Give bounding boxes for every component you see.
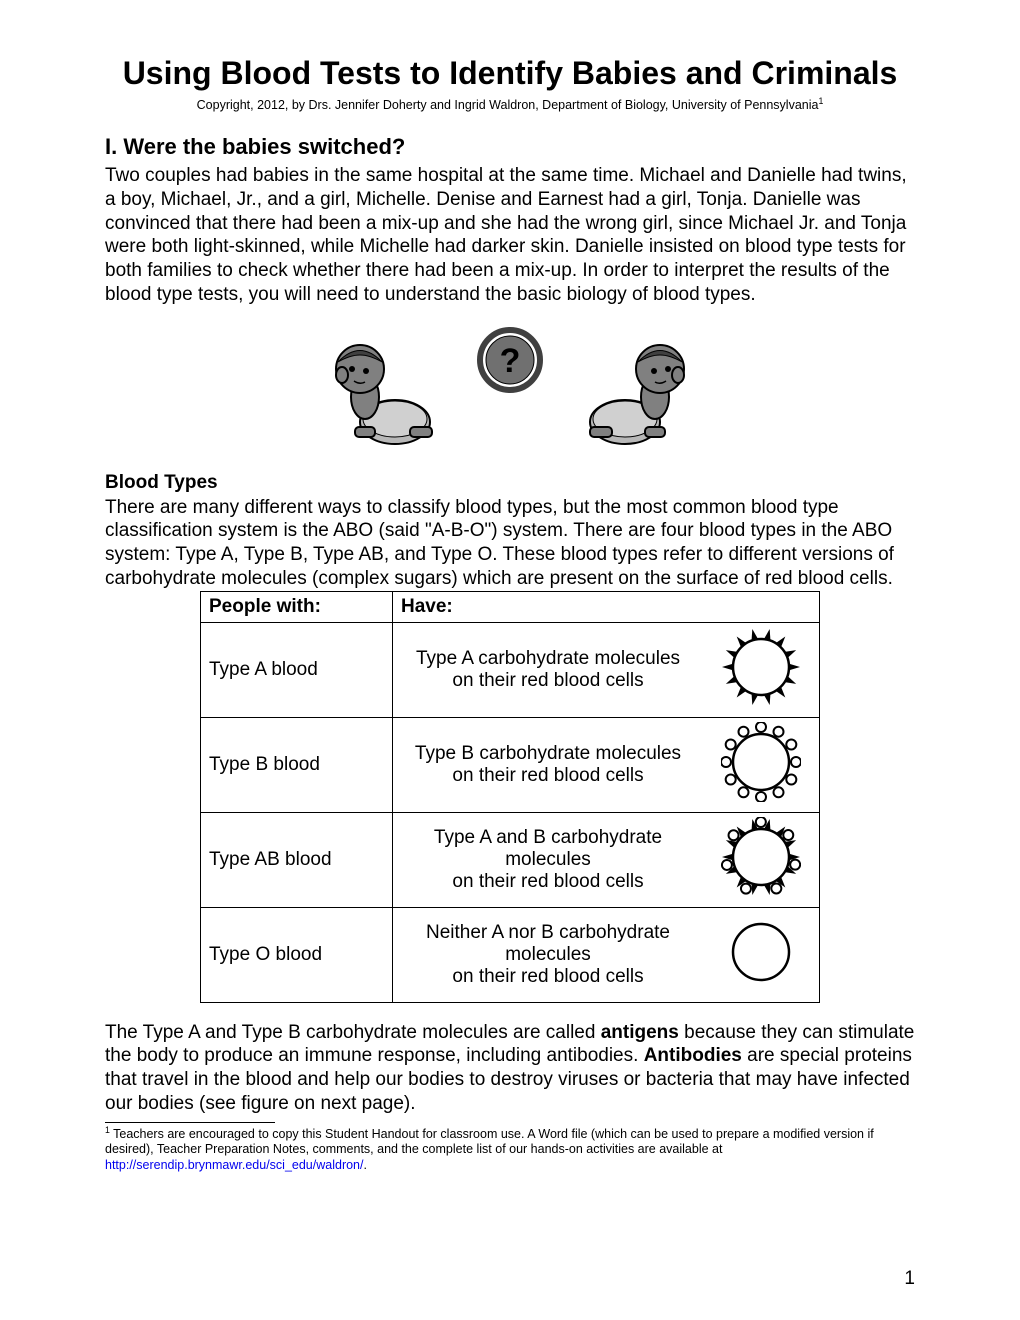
footnote-text: 1 Teachers are encouraged to copy this S… xyxy=(105,1125,915,1174)
footnote-end: . xyxy=(363,1158,366,1172)
people-cell: Type AB blood xyxy=(201,812,393,907)
closing-text-1: The Type A and Type B carbohydrate molec… xyxy=(105,1022,601,1043)
section-1-paragraph: Two couples had babies in the same hospi… xyxy=(105,164,915,307)
have-cell: Type B carbohydrate moleculeson their re… xyxy=(393,717,704,812)
blood-types-subheading: Blood Types xyxy=(105,472,915,494)
blood-types-intro: There are many different ways to classif… xyxy=(105,496,915,591)
copyright-line: Copyright, 2012, by Drs. Jennifer Dohert… xyxy=(105,96,915,112)
have-cell: Neither A nor B carbohydrate moleculeson… xyxy=(393,907,704,1002)
footnote-ref: 1 xyxy=(818,96,823,106)
header-people: People with: xyxy=(201,591,393,622)
page-title: Using Blood Tests to Identify Babies and… xyxy=(105,55,915,92)
table-row: Type AB blood Type A and B carbohydrate … xyxy=(201,812,820,907)
table-row: Type B blood Type B carbohydrate molecul… xyxy=(201,717,820,812)
antibodies-bold: Antibodies xyxy=(644,1045,742,1066)
blood-cell-a-icon xyxy=(721,627,801,707)
page-number: 1 xyxy=(904,1268,915,1290)
svg-text:?: ? xyxy=(500,342,521,380)
blood-cell-b-icon xyxy=(721,722,801,802)
document-page: Using Blood Tests to Identify Babies and… xyxy=(0,0,1020,1320)
question-mark-icon: ? xyxy=(475,325,545,395)
babies-illustration: ? xyxy=(105,325,915,450)
table-row: Type O blood Neither A nor B carbohydrat… xyxy=(201,907,820,1002)
people-cell: Type A blood xyxy=(201,622,393,717)
cell-diagram xyxy=(703,907,820,1002)
blood-types-table: People with: Have: Type A blood Type A c… xyxy=(200,591,820,1003)
header-have: Have: xyxy=(393,591,820,622)
antigens-bold: antigens xyxy=(601,1022,679,1043)
blood-cell-o-icon xyxy=(721,912,801,992)
cell-diagram xyxy=(703,812,820,907)
baby-right-icon xyxy=(565,327,710,447)
have-cell: Type A carbohydrate moleculeson their re… xyxy=(393,622,704,717)
footnote-link[interactable]: http://serendip.brynmawr.edu/sci_edu/wal… xyxy=(105,1158,363,1172)
people-cell: Type B blood xyxy=(201,717,393,812)
cell-diagram xyxy=(703,622,820,717)
closing-paragraph: The Type A and Type B carbohydrate molec… xyxy=(105,1021,915,1116)
table-header-row: People with: Have: xyxy=(201,591,820,622)
have-cell: Type A and B carbohydrate moleculeson th… xyxy=(393,812,704,907)
cell-diagram xyxy=(703,717,820,812)
blood-cell-ab-icon xyxy=(721,817,801,897)
table-row: Type A blood Type A carbohydrate molecul… xyxy=(201,622,820,717)
section-1-heading: I. Were the babies switched? xyxy=(105,134,915,160)
footnote-body: Teachers are encouraged to copy this Stu… xyxy=(105,1127,874,1157)
people-cell: Type O blood xyxy=(201,907,393,1002)
baby-left-icon xyxy=(310,327,455,447)
footnote-divider xyxy=(105,1122,275,1123)
copyright-text: Copyright, 2012, by Drs. Jennifer Dohert… xyxy=(197,98,819,112)
